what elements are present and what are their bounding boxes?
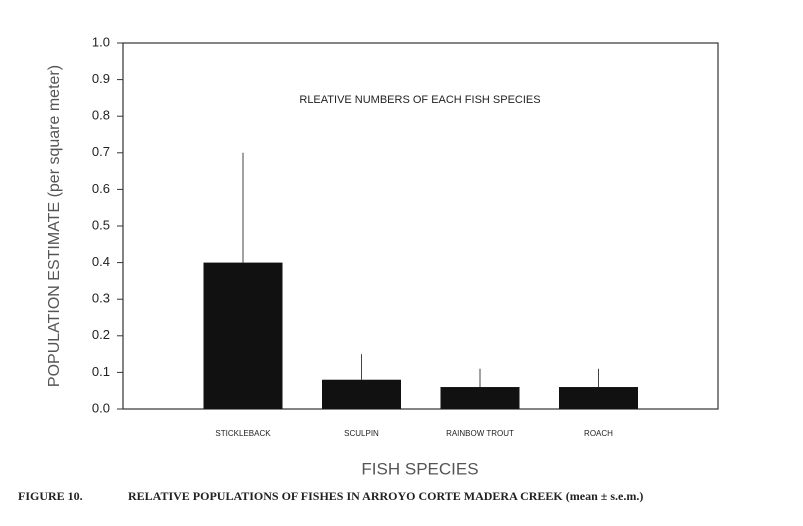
- y-tick-label: 0.7: [92, 144, 110, 159]
- x-tick-label: RAINBOW TROUT: [446, 429, 514, 438]
- y-tick-label: 0.1: [92, 364, 110, 379]
- y-axis-label: POPULATION ESTIMATE (per square meter): [46, 65, 63, 387]
- bar: [322, 379, 401, 409]
- y-tick-label: 0.0: [92, 400, 110, 415]
- y-tick-label: 0.6: [92, 181, 110, 196]
- x-tick-label: SCULPIN: [344, 429, 379, 438]
- y-tick-label: 0.3: [92, 291, 110, 306]
- y-tick-label: 0.5: [92, 217, 110, 232]
- bar: [203, 262, 283, 409]
- caption: RELATIVE POPULATIONS OF FISHES IN ARROYO…: [128, 489, 643, 503]
- x-tick-label: ROACH: [584, 429, 613, 438]
- annotation: RLEATIVE NUMBERS OF EACH FISH SPECIES: [299, 94, 540, 106]
- x-axis-label: FISH SPECIES: [361, 459, 478, 478]
- y-tick-label: 0.4: [92, 254, 110, 269]
- y-tick-label: 0.8: [92, 108, 110, 123]
- x-tick-label: STICKLEBACK: [215, 429, 271, 438]
- figure-label: FIGURE 10.: [18, 489, 83, 503]
- y-tick-label: 0.2: [92, 327, 110, 342]
- bar: [559, 387, 638, 409]
- y-tick-label: 0.9: [92, 71, 110, 86]
- y-tick-label: 1.0: [92, 34, 110, 49]
- bar: [440, 387, 520, 409]
